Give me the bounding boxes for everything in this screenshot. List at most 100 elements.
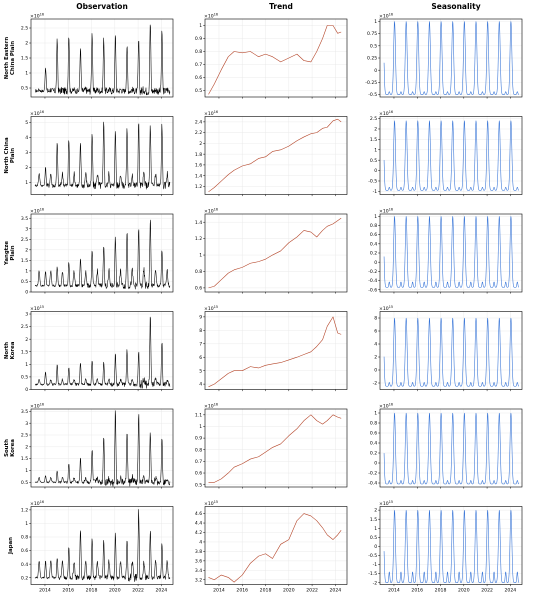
row-label-north-korea: NorthKorea bbox=[4, 341, 16, 359]
axis-multiplier: ×1016 bbox=[30, 13, 44, 20]
seasonality-line-yangtze-plain bbox=[383, 216, 520, 288]
ytick-label: 2 bbox=[25, 337, 28, 343]
ytick-label: 0.5 bbox=[21, 86, 28, 92]
ytick-label: 0 bbox=[374, 368, 377, 374]
panels-group: North EasternChina Plain0.511.522.5×1016… bbox=[4, 13, 523, 593]
ytick-label: 0.5 bbox=[370, 158, 377, 164]
ytick-label: 0.8 bbox=[370, 223, 377, 229]
ytick-label: -1 bbox=[373, 562, 378, 568]
ytick-label: 0.6 bbox=[370, 232, 377, 238]
ytick-label: 2 bbox=[25, 444, 28, 450]
multiplier-base: ×10 bbox=[204, 501, 214, 507]
multiplier-exponent: 16 bbox=[214, 208, 218, 212]
row-label-line: South bbox=[4, 439, 10, 457]
trend-line-south-korea bbox=[208, 414, 342, 483]
row-label-line: Plain bbox=[10, 245, 16, 260]
axis-multiplier: ×1016 bbox=[204, 403, 218, 410]
row-label-south-korea: SouthKorea bbox=[4, 439, 16, 457]
multiplier-exponent: 16 bbox=[389, 110, 393, 114]
ytick-label: 2 bbox=[374, 355, 377, 361]
ytick-label: 0.75 bbox=[367, 31, 377, 37]
ytick-label: 0.6 bbox=[195, 471, 202, 477]
ytick-label: 1 bbox=[199, 424, 202, 430]
ytick-label: 2.5 bbox=[21, 433, 28, 439]
seasonality-line-north-eastern-china-plain bbox=[383, 21, 519, 95]
ytick-label: 0 bbox=[374, 168, 377, 174]
ytick-label: 0.2 bbox=[370, 251, 377, 257]
ytick-label: 6 bbox=[374, 329, 377, 335]
multiplier-base: ×10 bbox=[379, 14, 389, 20]
observation-line-north-china-plain bbox=[34, 121, 171, 190]
multiplier-base: ×10 bbox=[204, 404, 214, 410]
ytick-label: -0.4 bbox=[368, 481, 377, 487]
ytick-label: 0.25 bbox=[367, 56, 377, 62]
ytick-label: 3.6 bbox=[195, 558, 202, 564]
ytick-label: 1.4 bbox=[195, 220, 202, 226]
ytick-label: 0.2 bbox=[21, 575, 28, 581]
multiplier-base: ×10 bbox=[379, 111, 389, 117]
multiplier-base: ×10 bbox=[30, 306, 40, 312]
ytick-label: 0.7 bbox=[195, 459, 202, 465]
ytick-label: 0.6 bbox=[195, 285, 202, 291]
ytick-label: 0.8 bbox=[21, 535, 28, 541]
ytick-label: 1 bbox=[25, 362, 28, 368]
ytick-label: 8 bbox=[199, 328, 202, 334]
ytick-label: 0.6 bbox=[370, 431, 377, 437]
ytick-label: -0.2 bbox=[368, 269, 377, 275]
ytick-label: 0.8 bbox=[195, 447, 202, 453]
ytick-label: 1 bbox=[199, 23, 202, 29]
multiplier-base: ×10 bbox=[204, 14, 214, 20]
axis-multiplier: ×1016 bbox=[204, 110, 218, 117]
trend-line-north-china-plain bbox=[208, 118, 342, 193]
observation-line-south-korea bbox=[34, 410, 171, 487]
xtick-label: 2024 bbox=[156, 587, 168, 593]
ytick-label: 1.4 bbox=[195, 173, 202, 179]
ytick-label: 9 bbox=[199, 314, 202, 320]
xtick-label: 2016 bbox=[62, 587, 74, 593]
ytick-label: 1.5 bbox=[370, 137, 377, 143]
trend-frame-japan bbox=[204, 506, 348, 585]
row-label-japan: Japan bbox=[8, 537, 14, 555]
observation-line-japan bbox=[34, 509, 171, 582]
ytick-label: 2 bbox=[199, 141, 202, 147]
ytick-label: 0 bbox=[374, 461, 377, 467]
ytick-label: 2 bbox=[374, 508, 377, 514]
row-label-line: Yangtze bbox=[4, 241, 10, 266]
ytick-label: 5 bbox=[25, 120, 28, 126]
ytick-label: 3.8 bbox=[195, 549, 202, 555]
xtick-label: 2020 bbox=[283, 587, 295, 593]
observation-frame-north-korea bbox=[30, 311, 174, 390]
xtick-label: 2014 bbox=[39, 587, 51, 593]
axis-multiplier: ×1016 bbox=[379, 13, 393, 20]
ytick-label: 6 bbox=[199, 355, 202, 361]
ytick-label: 2 bbox=[25, 165, 28, 171]
ytick-label: 1 bbox=[374, 526, 377, 532]
ytick-label: 3 bbox=[25, 312, 28, 318]
ytick-label: 0.9 bbox=[195, 436, 202, 442]
column-title-trend: Trend bbox=[269, 2, 293, 11]
row-label-north-eastern-china-plain: North EasternChina Plain bbox=[4, 37, 16, 80]
ytick-label: 4 bbox=[374, 342, 377, 348]
axis-multiplier: ×1016 bbox=[204, 13, 218, 20]
ytick-label: 1 bbox=[374, 147, 377, 153]
column-title-seasonality: Seasonality bbox=[431, 2, 480, 11]
seasonality-line-north-korea bbox=[383, 317, 520, 387]
ytick-label: -0.6 bbox=[368, 287, 377, 293]
seasonality-frame-south-korea bbox=[379, 408, 523, 488]
ytick-label: 2.5 bbox=[370, 116, 377, 122]
ytick-label: 0.4 bbox=[370, 441, 377, 447]
ytick-label: 3 bbox=[25, 421, 28, 427]
ytick-label: 2.4 bbox=[195, 119, 202, 125]
ytick-label: 4 bbox=[25, 135, 28, 141]
ytick-label: 0.7 bbox=[195, 62, 202, 68]
multiplier-exponent: 16 bbox=[389, 403, 393, 407]
axis-multiplier: ×1016 bbox=[30, 403, 44, 410]
multiplier-base: ×10 bbox=[204, 111, 214, 117]
ytick-label: 4.4 bbox=[195, 521, 202, 527]
ytick-label: 1.2 bbox=[195, 236, 202, 242]
seasonality-frame-north-china-plain bbox=[379, 116, 523, 195]
row-label-line: North Eastern bbox=[4, 37, 10, 80]
trend-frame-south-korea bbox=[204, 408, 348, 488]
seasonality-frame-japan bbox=[379, 506, 523, 585]
ytick-label: -1.5 bbox=[368, 571, 377, 577]
